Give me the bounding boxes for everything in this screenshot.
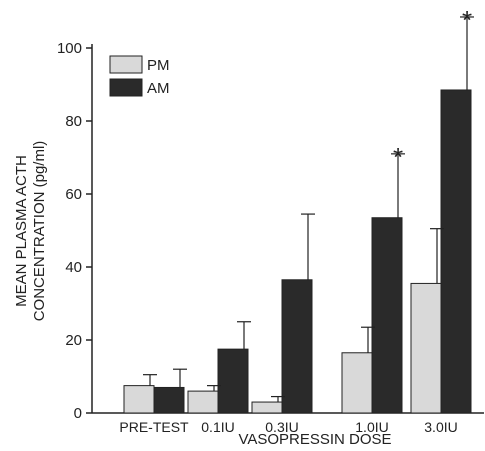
bar-am-1	[217, 348, 249, 414]
legend-swatch-pm	[109, 55, 143, 74]
y-axis-title-line-1: MEAN PLASMA ACTH	[13, 155, 30, 307]
legend-label-am: AM	[147, 80, 170, 97]
y-tick-label: 100	[57, 40, 82, 57]
category-label-1: 0.1IU	[201, 419, 234, 435]
bar-am-4	[440, 89, 472, 414]
x-axis-title: VASOPRESSIN DOSE	[238, 431, 391, 448]
bar-pm-4	[410, 282, 442, 414]
category-label-3: 1.0IU	[355, 419, 388, 435]
bar-am-0	[153, 386, 185, 414]
category-label-2: 0.3IU	[265, 419, 298, 435]
bar-pm-1	[187, 390, 219, 414]
category-label-0: PRE-TEST	[119, 419, 189, 435]
annotations: **	[393, 5, 472, 172]
y-ticks: 0 20 40 60 80 100	[57, 40, 92, 422]
y-tick-label: 20	[65, 332, 82, 349]
bar-pm-0	[123, 385, 155, 414]
legend-swatch-am	[109, 78, 143, 97]
legend-label-pm: PM	[147, 57, 170, 74]
bar-pm-3	[341, 352, 373, 414]
y-axis-title-line-2: CONCENTRATION (pg/ml)	[31, 141, 48, 322]
y-tick-label: 0	[74, 405, 82, 422]
bars	[123, 89, 472, 414]
y-tick-label: 40	[65, 259, 82, 276]
bar-am-3	[371, 217, 403, 414]
category-label-4: 3.0IU	[424, 419, 457, 435]
y-tick-label: 60	[65, 186, 82, 203]
y-tick-label: 80	[65, 113, 82, 130]
error-bars	[143, 16, 474, 403]
legend: PM AM	[109, 55, 170, 97]
significance-marker-0: *	[393, 142, 403, 172]
bar-am-2	[281, 279, 313, 414]
significance-marker-1: *	[462, 5, 472, 35]
bar-pm-2	[251, 401, 283, 414]
category-labels: PRE-TEST 0.1IU 0.3IU 1.0IU 3.0IU	[119, 419, 457, 435]
